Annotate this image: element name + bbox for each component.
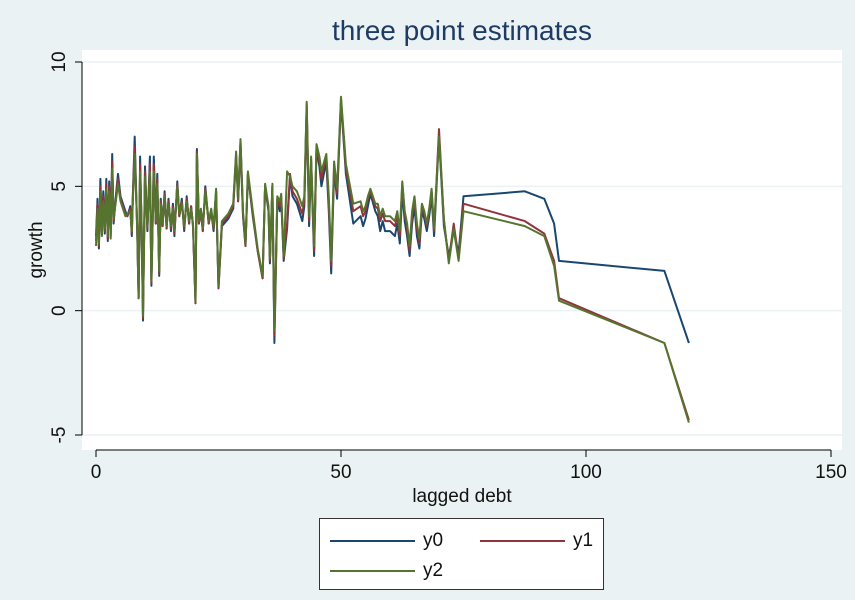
x-tick-label: 100 bbox=[570, 462, 602, 483]
x-tick-label: 0 bbox=[91, 462, 102, 483]
y-tick-label: -5 bbox=[49, 427, 70, 444]
x-tick-label: 50 bbox=[330, 462, 351, 483]
series-line-y2 bbox=[95, 95, 690, 423]
series-layer bbox=[95, 95, 690, 423]
grid bbox=[82, 61, 842, 436]
x-tick-label: 150 bbox=[815, 462, 847, 483]
legend: y0 y1 y2 bbox=[319, 518, 604, 590]
legend-label-y2: y2 bbox=[423, 560, 444, 581]
legend-label-y1: y1 bbox=[573, 530, 594, 551]
x-axis-label: lagged debt bbox=[412, 486, 512, 507]
y-tick-label: 0 bbox=[49, 305, 70, 316]
legend-item-y1: y1 bbox=[480, 529, 593, 553]
y-tick-label: 5 bbox=[49, 181, 70, 192]
plot-area bbox=[82, 50, 842, 450]
chart-title: three point estimates bbox=[332, 15, 592, 46]
legend-swatch-y2 bbox=[330, 570, 415, 572]
legend-item-y0: y0 bbox=[330, 529, 443, 553]
legend-swatch-y0 bbox=[330, 540, 415, 542]
y-axis-label: growth bbox=[26, 221, 47, 278]
legend-item-y2: y2 bbox=[330, 559, 443, 583]
legend-label-y0: y0 bbox=[423, 530, 444, 551]
y-tick-label: 10 bbox=[49, 51, 70, 72]
legend-swatch-y1 bbox=[480, 540, 565, 542]
